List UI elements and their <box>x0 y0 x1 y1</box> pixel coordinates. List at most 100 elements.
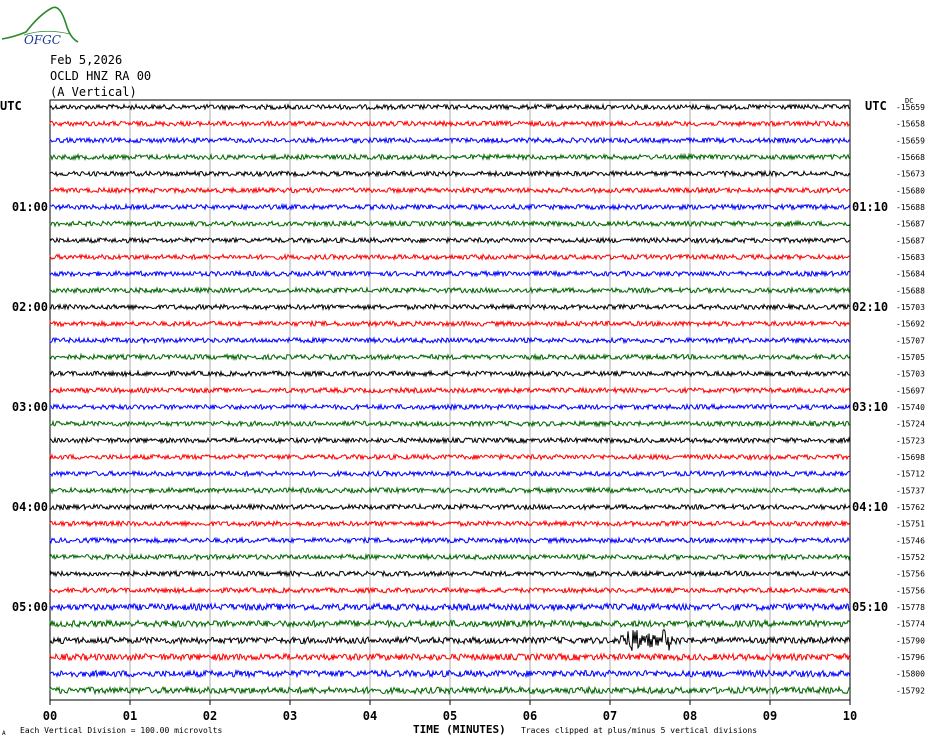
trace-line <box>49 452 851 462</box>
trace-line <box>49 552 851 562</box>
trace-line <box>49 236 851 245</box>
right-time-label: 05:10 <box>852 600 888 614</box>
trace-line <box>49 601 851 613</box>
right-time-label: 04:10 <box>852 500 888 514</box>
x-tick-label: 00 <box>43 709 57 723</box>
trace-offset-label: -15668 <box>896 153 925 162</box>
trace-offset-label: -15778 <box>896 603 925 612</box>
header-component: (A Vertical) <box>50 85 137 99</box>
trace-line <box>49 486 851 495</box>
trace-line <box>49 536 851 545</box>
trace-offset-label: -15688 <box>896 203 925 212</box>
trace-offset-label: -15684 <box>896 270 925 279</box>
right-time-label: 03:10 <box>852 400 888 414</box>
trace-line <box>49 336 851 345</box>
trace-offset-label: -15740 <box>896 403 925 412</box>
trace-line <box>49 136 851 145</box>
trace-offset-label: -15703 <box>896 370 925 379</box>
trace-line <box>49 252 851 262</box>
trace-offset-label: -15756 <box>896 586 925 595</box>
trace-line <box>49 685 850 696</box>
trace-offset-label: -15659 <box>896 136 925 145</box>
trace-line <box>49 502 851 512</box>
trace-line <box>49 319 851 328</box>
left-axis-title: UTC <box>0 99 22 113</box>
left-time-label: 05:00 <box>12 600 48 614</box>
dc-label: DC <box>905 97 913 105</box>
trace-offset-label: -15705 <box>896 353 925 362</box>
x-tick-label: 01 <box>123 709 137 723</box>
right-time-label: 01:10 <box>852 200 888 214</box>
trace-line <box>49 302 851 312</box>
trace-line <box>49 286 851 295</box>
trace-line <box>49 352 851 362</box>
observatory-logo: OFGC <box>0 2 80 52</box>
trace-offset-label: -15687 <box>896 220 925 229</box>
trace-line <box>49 618 851 629</box>
trace-line <box>49 668 851 679</box>
trace-offset-label: -15658 <box>896 120 925 129</box>
trace-offset-label: -15673 <box>896 170 925 179</box>
trace-line <box>49 628 851 651</box>
trace-offset-label: -15659 <box>896 103 925 112</box>
trace-line <box>49 102 851 112</box>
trace-offset-label: -15796 <box>896 653 925 662</box>
trace-offset-label: -15756 <box>896 570 925 579</box>
trace-offset-label: -15703 <box>896 303 925 312</box>
trace-line <box>49 385 851 395</box>
trace-offset-label: -15790 <box>896 636 925 645</box>
trace-line <box>49 569 851 578</box>
trace-line <box>49 519 851 528</box>
x-tick-label: 08 <box>683 709 697 723</box>
x-tick-label: 10 <box>843 709 857 723</box>
trace-offset-label: -15680 <box>896 186 925 195</box>
trace-offset-label: -15683 <box>896 253 925 262</box>
trace-line <box>49 402 851 412</box>
trace-offset-label: -15712 <box>896 470 925 479</box>
logo-text: OFGC <box>24 33 61 47</box>
trace-line <box>49 119 851 128</box>
left-time-label: 02:00 <box>12 300 48 314</box>
footer-clip-note: Traces clipped at plus/minus 5 vertical … <box>521 726 757 735</box>
left-time-label: 03:00 <box>12 400 48 414</box>
x-tick-label: 03 <box>283 709 297 723</box>
trace-offset-label: -15751 <box>896 520 925 529</box>
trace-line <box>49 269 851 278</box>
trace-line <box>49 219 851 228</box>
trace-offset-label: -15724 <box>896 420 925 429</box>
trace-offset-label: -15692 <box>896 320 925 329</box>
trace-offset-label: -15698 <box>896 453 925 462</box>
trace-offset-label: -15762 <box>896 503 925 512</box>
trace-offset-label: -15792 <box>896 686 925 695</box>
footer-scale-note: Each Vertical Division = 100.00 microvol… <box>20 726 222 735</box>
trace-line <box>49 186 851 195</box>
x-axis-title: TIME (MINUTES) <box>413 723 506 736</box>
trace-line <box>49 469 850 478</box>
x-tick-label: 02 <box>203 709 217 723</box>
trace-offset-label: -15752 <box>896 553 925 562</box>
trace-line <box>49 585 851 595</box>
trace-line <box>49 202 851 212</box>
header-station: OCLD HNZ RA 00 <box>50 69 152 83</box>
x-tick-label: 09 <box>763 709 777 723</box>
trace-offset-label: -15723 <box>896 436 925 445</box>
trace-line <box>49 652 851 663</box>
left-time-label: 04:00 <box>12 500 48 514</box>
trace-offset-label: -15800 <box>896 670 925 679</box>
trace-line <box>49 169 851 178</box>
x-tick-label: 04 <box>363 709 377 723</box>
trace-line <box>49 419 851 428</box>
trace-offset-label: -15697 <box>896 386 925 395</box>
trace-offset-label: -15688 <box>896 286 925 295</box>
logo-mountain-icon <box>1 6 79 43</box>
trace-offset-label: -15774 <box>896 620 925 629</box>
x-tick-label: 05 <box>443 709 457 723</box>
trace-line <box>49 152 851 162</box>
trace-offset-label: -15737 <box>896 486 925 495</box>
trace-line <box>49 369 851 378</box>
right-time-label: 02:10 <box>852 300 888 314</box>
footer-mark: A <box>2 730 6 737</box>
right-axis-title: UTC <box>865 99 887 113</box>
x-tick-label: 07 <box>603 709 617 723</box>
